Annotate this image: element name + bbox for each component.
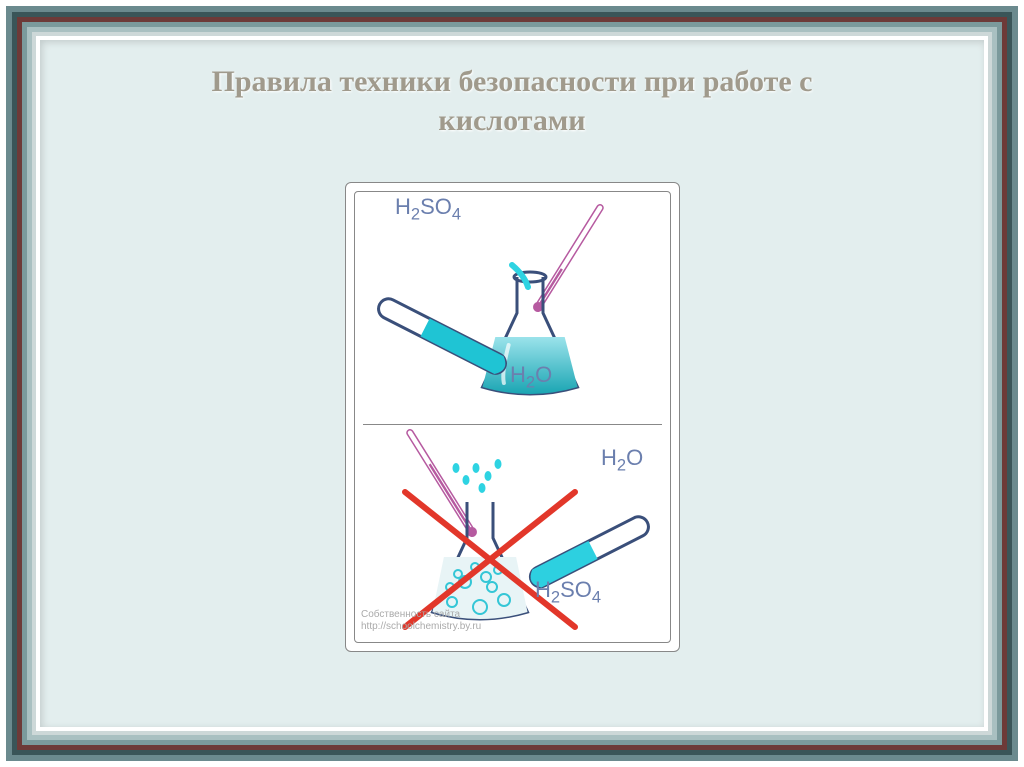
label-h2so4: H2SO4 bbox=[535, 577, 601, 607]
slide-frame: Правила техники безопасности при работе … bbox=[0, 0, 1024, 767]
test-tube-icon bbox=[375, 295, 509, 376]
label-h2o: H2O bbox=[510, 362, 552, 392]
panel-incorrect: H2O H2SO4 Собственность сайта http://sch… bbox=[355, 417, 670, 643]
label-h2o: H2O bbox=[601, 445, 643, 475]
watermark-text: Собственность сайта http://schoolchemist… bbox=[361, 609, 481, 633]
splash-icon bbox=[453, 459, 502, 493]
label-h2so4: H2SO4 bbox=[395, 194, 461, 224]
title-line1: Правила техники безопасности при работе … bbox=[212, 65, 813, 98]
title-line2: кислотами bbox=[438, 104, 585, 137]
diagram-inner: H2SO4 H2O bbox=[354, 191, 671, 643]
watermark-line1: Собственность сайта bbox=[361, 609, 460, 620]
watermark-line2: http://schoolchemistry.by.ru bbox=[361, 621, 481, 632]
diagram-container: H2SO4 H2O bbox=[345, 182, 680, 652]
flask-icon bbox=[433, 502, 528, 619]
panel-correct: H2SO4 H2O bbox=[355, 192, 670, 416]
page-title: Правила техники безопасности при работе … bbox=[0, 62, 1024, 140]
